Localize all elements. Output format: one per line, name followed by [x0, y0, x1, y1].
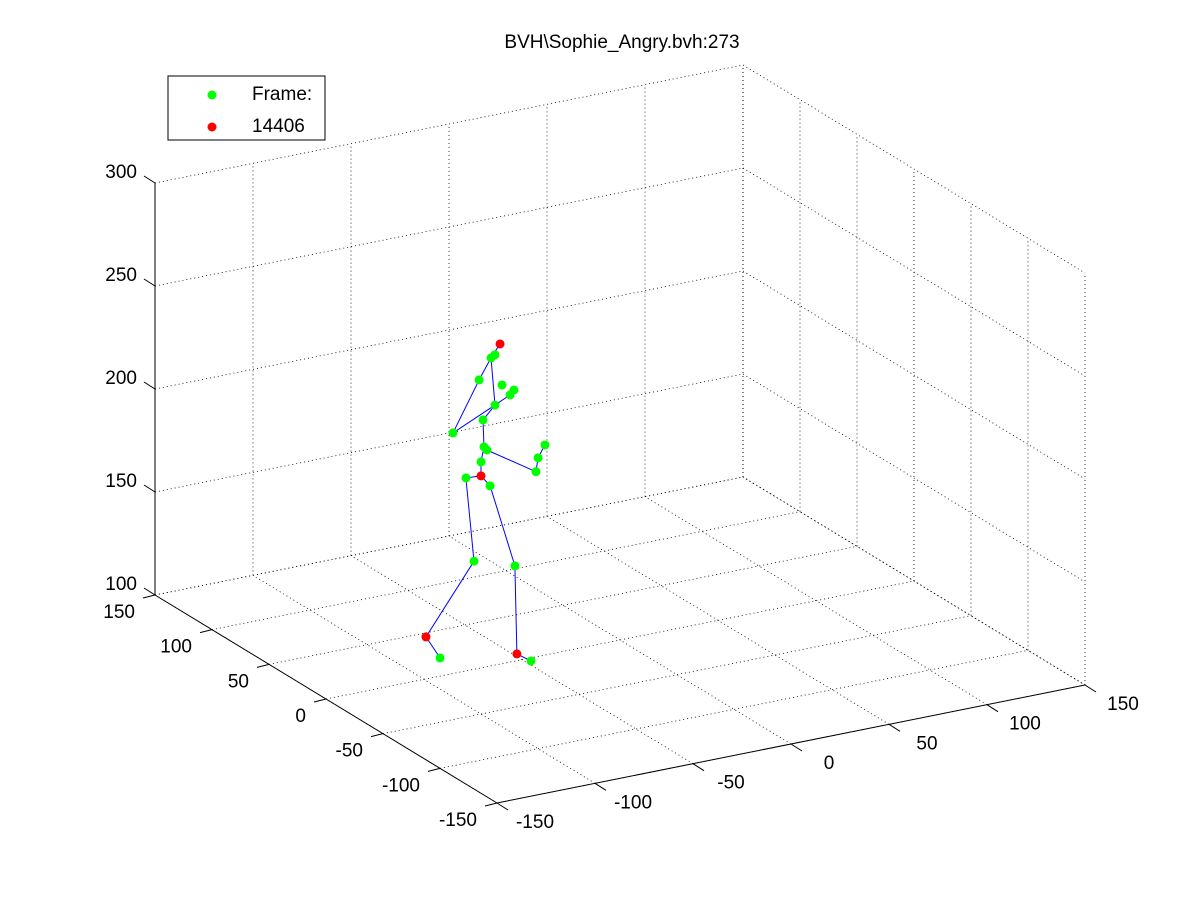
joint-point: [485, 481, 495, 491]
grid-line: [742, 64, 1086, 274]
y-tick: [484, 802, 498, 807]
x-tick: [986, 704, 999, 713]
joint-point: [531, 467, 541, 477]
y-tick: [370, 733, 384, 738]
joint-point: [495, 339, 505, 349]
grid-line: [211, 511, 801, 631]
joint-point: [512, 649, 522, 659]
x-tick: [594, 782, 607, 791]
z-tick-label: 300: [105, 162, 137, 183]
x-tick: [790, 743, 803, 752]
grid-line: [546, 515, 890, 725]
grid-line: [350, 555, 694, 765]
joint-point: [474, 375, 484, 385]
joint-point: [478, 415, 488, 425]
legend-box: [167, 75, 326, 141]
z-tick: [143, 587, 156, 596]
grid-line: [268, 545, 858, 665]
z-tick: [143, 381, 156, 390]
legend-marker: [207, 122, 217, 132]
joint-point: [533, 453, 543, 463]
skeleton-line: [425, 343, 546, 662]
joint-point: [461, 473, 471, 483]
y-tick-label: 150: [103, 602, 135, 623]
y-tick-label: 0: [295, 706, 306, 727]
y-tick: [256, 663, 270, 668]
x-tick: [496, 802, 509, 811]
z-tick-label: 250: [105, 265, 137, 286]
x-tick-label: 150: [1107, 694, 1139, 715]
joint-point: [490, 400, 500, 410]
grid-line: [644, 496, 988, 706]
legend-marker: [207, 90, 217, 100]
grid-line: [382, 615, 972, 735]
z-tick: [143, 484, 156, 493]
y-tick: [199, 629, 213, 634]
legend-label: 14406: [252, 116, 305, 137]
chart-title: BVH\Sophie_Angry.bvh:273: [504, 32, 739, 53]
legend-label: Frame:: [252, 84, 312, 105]
z-tick: [143, 175, 156, 184]
x-tick-label: -150: [516, 812, 554, 833]
joint-point: [509, 385, 519, 395]
y-tick: [313, 698, 327, 703]
joint-point: [510, 561, 520, 571]
grid-line: [742, 476, 1086, 686]
y-tick: [142, 594, 156, 599]
x-tick: [888, 723, 901, 732]
z-tick-label: 150: [105, 471, 137, 492]
joint-point: [476, 457, 486, 467]
grid-line: [742, 167, 1086, 377]
z-tick: [143, 278, 156, 287]
joint-point: [421, 632, 431, 642]
grid-line: [742, 373, 1086, 583]
x-tick-label: 100: [1009, 714, 1041, 735]
y-tick-label: 50: [228, 671, 249, 692]
x-tick: [1084, 684, 1097, 693]
y-tick-label: -150: [439, 810, 477, 831]
joint-point: [448, 428, 458, 438]
grid-line: [742, 270, 1086, 480]
y-tick-label: -50: [336, 741, 363, 762]
x-tick-label: -50: [717, 773, 744, 794]
z-tick-label: 200: [105, 368, 137, 389]
joint-point: [482, 445, 492, 455]
x-tick: [692, 763, 705, 772]
y-tick-label: 100: [160, 637, 192, 658]
grid-line: [448, 535, 792, 745]
grid-line: [252, 574, 596, 784]
joint-point: [540, 440, 550, 450]
z-tick-label: 100: [105, 574, 137, 595]
joint-point: [476, 471, 486, 481]
x-tick-label: -100: [614, 792, 652, 813]
joint-point: [469, 556, 479, 566]
joint-point: [497, 380, 507, 390]
joint-point: [435, 653, 445, 663]
grid-line: [439, 649, 1029, 769]
x-tick-label: 50: [916, 733, 937, 754]
x-tick-label: 0: [824, 753, 835, 774]
joint-point: [490, 350, 500, 360]
y-tick-label: -100: [382, 775, 420, 796]
y-tick: [427, 767, 441, 772]
joint-point: [526, 656, 536, 666]
